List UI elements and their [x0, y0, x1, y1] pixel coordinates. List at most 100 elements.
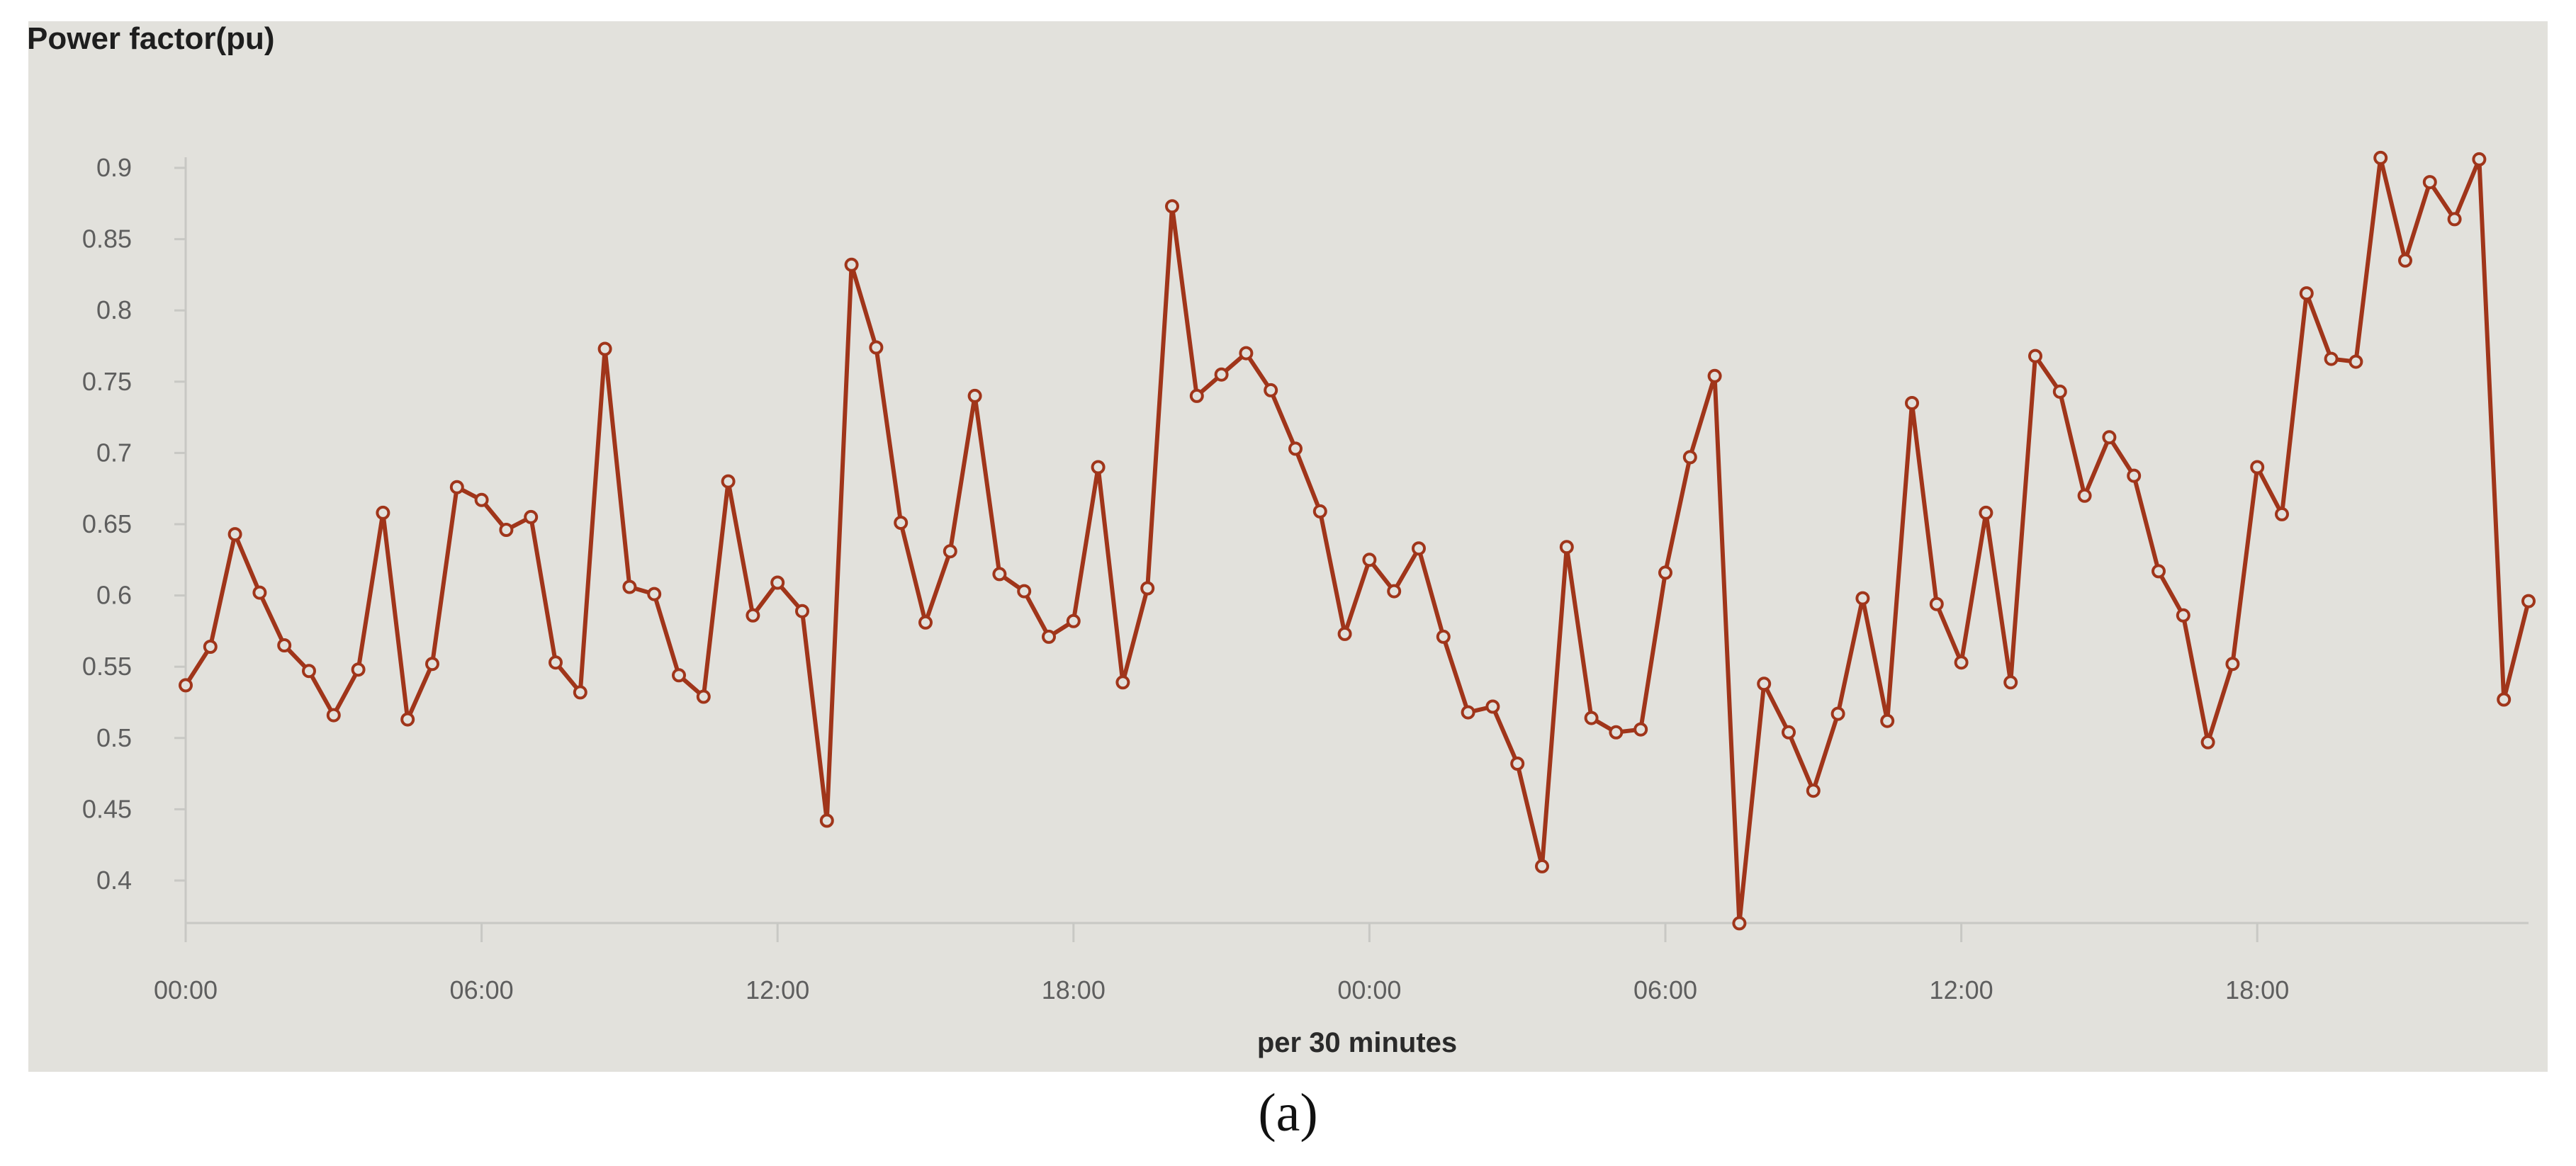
data-point	[2521, 594, 2536, 609]
x-ticks: 00:00 06:00 12:00 18:00 00:00 06:00 12:00 18:00	[154, 923, 2289, 1004]
data-point	[1584, 711, 1599, 725]
data-point	[449, 480, 464, 494]
data-point	[1017, 584, 1032, 599]
data-point	[1979, 505, 1993, 520]
data-point	[844, 257, 859, 272]
data-point	[1830, 706, 1845, 721]
data-point	[179, 678, 193, 693]
series-markers	[179, 150, 2536, 931]
data-point	[302, 664, 316, 679]
y-tick-label: 0.7	[96, 438, 132, 467]
data-point	[2373, 150, 2388, 165]
data-point	[1609, 725, 1624, 740]
y-tick-label: 0.85	[82, 225, 132, 254]
data-point	[992, 567, 1007, 582]
data-point	[869, 340, 884, 355]
data-point	[524, 509, 539, 524]
data-point	[721, 474, 736, 489]
data-point	[2077, 488, 2092, 503]
data-point	[252, 585, 267, 600]
data-point	[227, 527, 242, 542]
y-tick-label: 0.65	[82, 509, 132, 538]
data-point	[1806, 783, 1821, 798]
data-point	[746, 608, 760, 623]
data-point	[672, 668, 686, 683]
data-point	[1880, 713, 1895, 728]
data-point	[1510, 757, 1525, 771]
x-tick-label: 00:00	[154, 975, 218, 1004]
data-point	[1337, 626, 1352, 641]
data-point	[2127, 468, 2142, 483]
x-tick-label: 06:00	[1633, 975, 1697, 1004]
data-point	[1214, 367, 1229, 382]
data-point	[894, 516, 909, 530]
data-point	[2398, 253, 2412, 268]
x-tick-label: 18:00	[2225, 975, 2289, 1004]
chart-title: Power factor(pu)	[27, 21, 275, 56]
y-tick-label: 0.4	[96, 866, 132, 895]
data-point	[1757, 677, 1772, 691]
data-point	[1288, 441, 1303, 456]
y-tick-label: 0.45	[82, 794, 132, 823]
data-point	[1412, 541, 1426, 556]
y-tick-label: 0.9	[96, 153, 132, 182]
y-tick-label: 0.6	[96, 581, 132, 610]
data-point	[376, 505, 390, 520]
data-point	[499, 523, 514, 537]
data-point	[1782, 725, 1796, 740]
data-point	[597, 341, 612, 356]
data-point	[2349, 354, 2363, 369]
data-point	[474, 492, 489, 507]
y-tick-label: 0.55	[82, 652, 132, 681]
data-point	[622, 579, 637, 594]
data-point	[2028, 349, 2042, 363]
data-point	[1461, 705, 1475, 720]
data-point	[2299, 286, 2314, 301]
x-tick-label: 06:00	[450, 975, 514, 1004]
data-point	[1707, 368, 1722, 383]
data-point	[696, 689, 711, 704]
data-point	[795, 604, 809, 618]
data-point	[2200, 735, 2215, 749]
data-point	[1312, 504, 1327, 519]
data-point	[1189, 388, 1204, 403]
data-point	[1387, 584, 1402, 599]
y-ticks: 0.4 0.45 0.5 0.55 0.6 0.65 0.7 0.75 0.8 0.85 0.9	[82, 153, 186, 895]
data-point	[425, 657, 439, 672]
data-point	[1115, 675, 1130, 690]
data-point	[2447, 212, 2462, 227]
data-point	[1436, 629, 1451, 644]
data-point	[918, 615, 933, 630]
data-point	[967, 388, 982, 403]
data-point	[1140, 581, 1155, 596]
y-tick-label: 0.5	[96, 723, 132, 752]
data-point	[1682, 450, 1697, 465]
data-point	[1091, 460, 1106, 475]
data-point	[2422, 175, 2437, 190]
data-point	[2052, 384, 2067, 399]
figure-caption: (a)	[1258, 1083, 1318, 1143]
data-point	[1535, 859, 1549, 873]
x-tick-label: 12:00	[1930, 975, 1993, 1004]
data-point	[2152, 564, 2166, 579]
x-tick-label: 00:00	[1337, 975, 1401, 1004]
data-point	[351, 662, 366, 677]
data-point	[573, 685, 587, 700]
data-point	[770, 575, 785, 590]
data-point	[2225, 657, 2240, 672]
data-point	[1658, 565, 1672, 580]
data-point	[2497, 692, 2512, 707]
data-point	[1264, 383, 1278, 397]
data-point	[2176, 608, 2190, 623]
data-point	[1066, 613, 1081, 628]
data-point	[1362, 553, 1377, 567]
data-point	[1042, 629, 1056, 644]
data-point	[1239, 346, 1254, 361]
x-tick-label: 18:00	[1042, 975, 1106, 1004]
data-point	[326, 708, 341, 723]
y-tick-label: 0.75	[82, 367, 132, 396]
data-point	[1855, 591, 1870, 606]
data-point	[2324, 351, 2339, 366]
data-point	[1559, 540, 1574, 555]
